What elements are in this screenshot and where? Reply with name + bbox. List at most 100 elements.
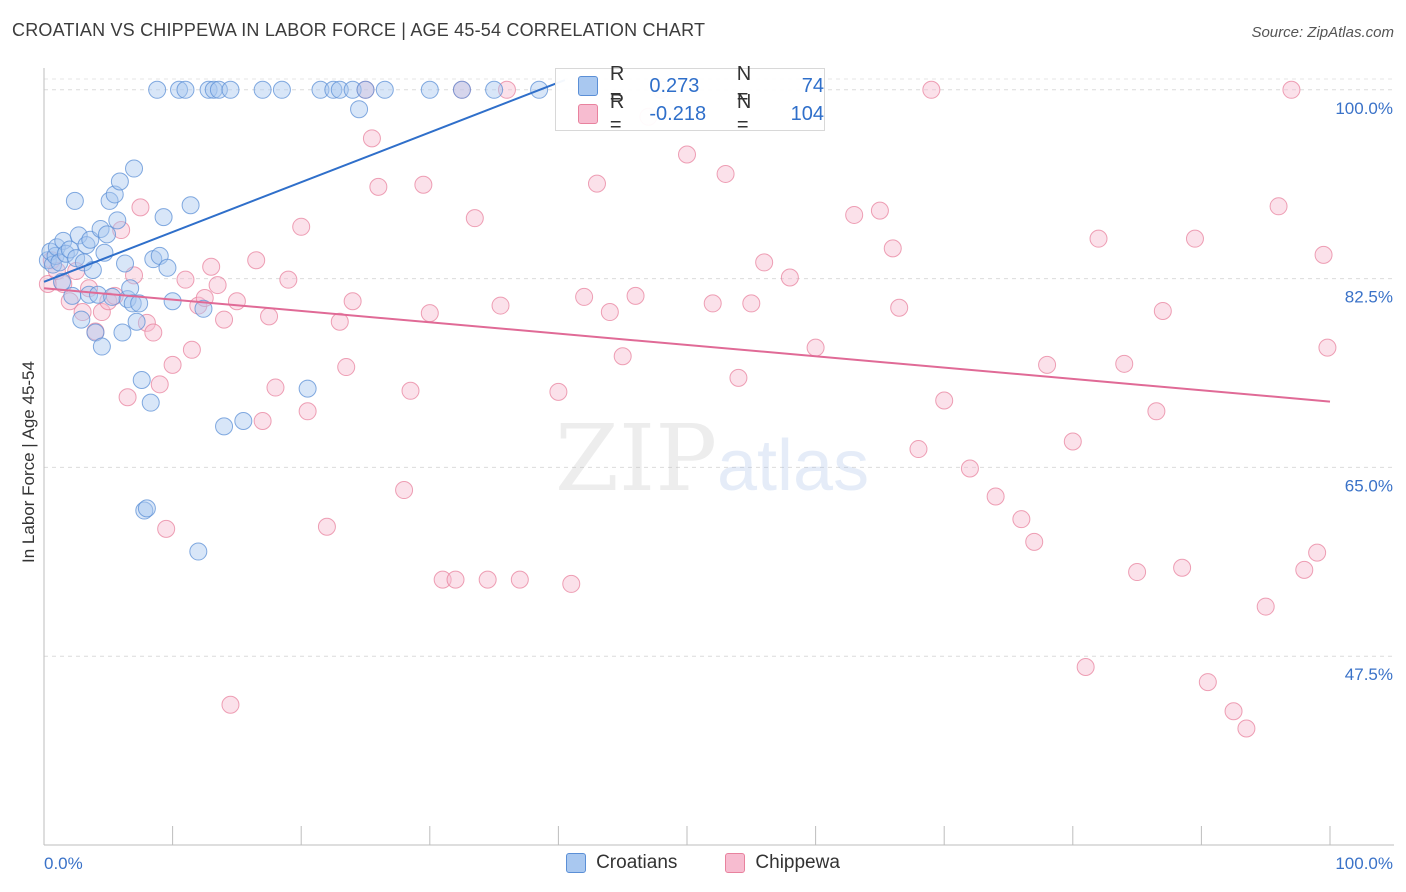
stats-legend: R = 0.273 N = 74 R = -0.218 N = 104: [555, 63, 825, 136]
chippewa-point: [221, 695, 240, 714]
croatians-point: [170, 80, 189, 99]
y-tick-label: 65.0%: [1345, 476, 1393, 495]
chippewa-point: [510, 570, 529, 589]
croatians-point: [199, 80, 218, 99]
chippewa-point: [330, 312, 349, 331]
chippewa-point: [182, 340, 201, 359]
croatians-point: [127, 312, 146, 331]
chippewa-point: [73, 303, 92, 322]
croatians-swatch: [578, 76, 598, 96]
chippewa-point: [678, 145, 696, 164]
chippewa-point: [922, 80, 941, 99]
croatians-point: [194, 299, 213, 318]
chippewa-point: [549, 382, 568, 401]
chippewa-point: [131, 198, 150, 217]
chippewa-point: [465, 209, 484, 228]
legend-item-croatians[interactable]: Croatians: [566, 852, 677, 874]
chippewa-point: [266, 378, 285, 397]
chippewa-point: [1063, 432, 1082, 451]
croatians-points: [38, 80, 549, 561]
trend-line-croatians: [43, 79, 566, 283]
croatians-point: [80, 285, 99, 304]
y-axis-title: In Labor Force | Age 45-54: [19, 361, 38, 563]
n-label: N =: [736, 63, 752, 108]
n-label: N =: [736, 91, 752, 136]
chippewa-point: [1115, 354, 1134, 373]
croatians-point: [148, 80, 167, 99]
croatians-point: [350, 100, 369, 119]
chippewa-point: [1318, 338, 1337, 357]
chippewa-point: [446, 570, 465, 589]
chippewa-point: [1198, 673, 1217, 692]
chippewa-point: [780, 268, 799, 287]
croatians-point: [485, 80, 504, 99]
chippewa-point: [755, 253, 774, 272]
chippewa-point: [729, 368, 748, 387]
croatians-point: [189, 542, 208, 561]
croatians-point: [130, 294, 149, 313]
croatians-point: [420, 80, 439, 99]
croatians-point: [221, 80, 240, 99]
croatians-point: [83, 260, 102, 279]
chippewa-point: [401, 381, 420, 400]
legend-row-chippewa: R = -0.218 N = 104: [578, 91, 824, 136]
chippewa-point: [1089, 229, 1108, 248]
croatians-point: [215, 417, 234, 436]
chippewa-point: [369, 177, 388, 196]
croatians-point: [253, 80, 272, 99]
chippewa-point: [1076, 657, 1095, 676]
croatians-point: [137, 499, 156, 518]
chippewa-point: [253, 412, 272, 431]
chippewa-point: [1282, 80, 1301, 99]
chippewa-point: [613, 347, 632, 366]
x-tick-label-min: 0.0%: [44, 854, 83, 873]
croatians-point: [123, 294, 142, 313]
croatians-point: [234, 412, 253, 431]
croatians-point: [158, 258, 177, 277]
croatians-point: [141, 393, 160, 412]
legend-item-chippewa[interactable]: Chippewa: [725, 852, 840, 874]
watermark: ZIP atlas: [555, 405, 869, 512]
croatians-point: [154, 208, 173, 227]
croatians-point: [163, 292, 182, 311]
croatians-point: [452, 80, 471, 99]
chippewa-point: [491, 296, 510, 315]
croatians-point: [375, 80, 394, 99]
legend-label-chippewa: Chippewa: [755, 852, 840, 873]
chippewa-point: [1038, 355, 1057, 374]
chippewa-point: [279, 270, 298, 289]
chippewa-point: [1012, 510, 1031, 529]
croatians-point: [181, 196, 200, 215]
grid-lines: [44, 78, 1394, 657]
chippewa-point: [157, 519, 176, 538]
croatians-point: [98, 225, 117, 244]
chippewa-point: [317, 517, 336, 536]
chippewa-point: [150, 375, 169, 394]
chippewa-point: [112, 221, 131, 240]
chippewa-point: [1308, 543, 1327, 562]
r-value-chippewa: -0.218: [649, 102, 707, 125]
chippewa-point: [935, 391, 954, 410]
chippewa-point: [626, 286, 645, 305]
croatians-point: [72, 310, 91, 329]
chippewa-point: [909, 440, 928, 459]
n-value-chippewa: 104: [790, 102, 824, 125]
chippewa-point: [1224, 702, 1243, 721]
chippewa-point: [208, 276, 227, 295]
croatians-point: [69, 226, 88, 245]
chippewa-point: [202, 257, 221, 276]
chippewa-point: [986, 487, 1005, 506]
chippewa-swatch: [725, 853, 746, 873]
chippewa-point: [806, 338, 825, 357]
series-legend: Croatians Chippewa: [0, 852, 1406, 874]
croatians-point: [356, 80, 375, 99]
watermark-atlas: atlas: [717, 426, 869, 506]
chippewa-point: [587, 174, 606, 193]
chippewa-point: [1314, 245, 1333, 264]
n-value-croatians: 74: [801, 74, 824, 97]
chippewa-point: [562, 574, 581, 593]
chippewa-point: [1237, 719, 1256, 738]
trend-lines: [43, 79, 1331, 403]
watermark-zip: ZIP: [555, 405, 717, 512]
chippewa-point: [163, 355, 182, 374]
